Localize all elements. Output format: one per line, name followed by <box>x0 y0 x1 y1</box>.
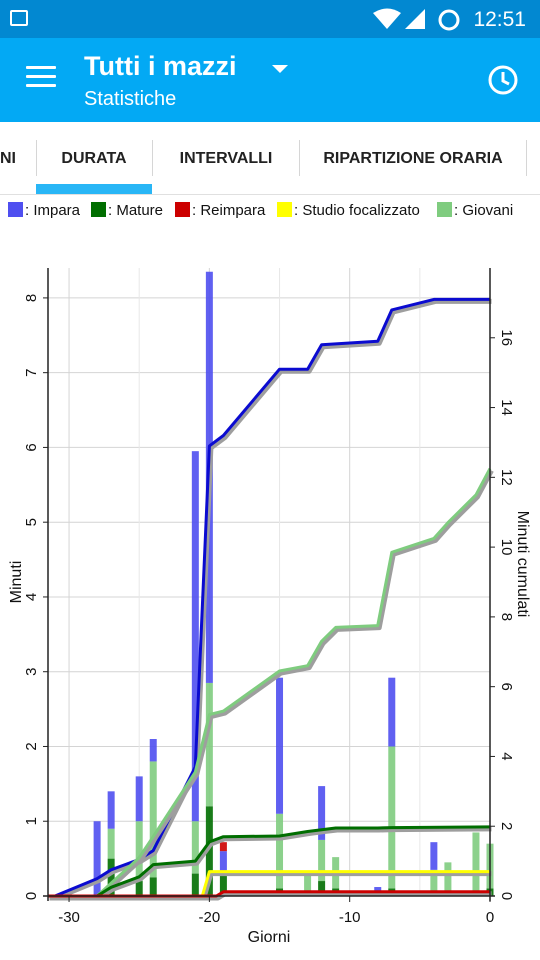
y2-tick-label: 14 <box>498 399 515 416</box>
x-tick-label: -10 <box>339 909 361 926</box>
y2-tick-label: 16 <box>498 329 515 346</box>
y-tick-label: 1 <box>23 817 40 825</box>
y2-tick-label: 10 <box>498 539 515 556</box>
tab-intervalli[interactable]: INTERVALLI <box>179 150 273 167</box>
bar-giovani <box>318 839 326 882</box>
series-shadow-impara <box>55 298 492 901</box>
bar-mature <box>107 858 115 896</box>
bar-impara <box>219 851 227 874</box>
bar-impara <box>388 677 396 747</box>
bar-mature <box>149 877 157 896</box>
series-shadow-giovani <box>96 469 494 900</box>
y-tick-label: 8 <box>23 294 40 302</box>
bar-giovani <box>444 862 452 896</box>
bar-impara <box>149 739 157 762</box>
series-line-giovani <box>96 467 492 898</box>
y-tick-label: 4 <box>23 593 40 601</box>
legend-item-reimpara: : Reimpara <box>175 202 265 219</box>
menu-icon[interactable] <box>26 66 56 90</box>
battery-ring-icon <box>438 9 460 31</box>
bar-impara <box>135 776 143 822</box>
tab-ripartizione-oraria[interactable]: RIPARTIZIONE ORARIA <box>323 150 503 167</box>
y2-tick-label: 2 <box>498 822 515 830</box>
y-tick-label: 6 <box>23 443 40 451</box>
bar-reimpara <box>219 842 227 852</box>
wifi-icon <box>373 8 401 29</box>
bar-mature <box>135 881 143 896</box>
page-subtitle: Statistiche <box>84 88 177 110</box>
bar-giovani <box>205 682 213 807</box>
y-axis-label: Minuti <box>8 561 25 604</box>
clock-icon[interactable] <box>487 64 519 96</box>
y-tick-label: 7 <box>23 368 40 376</box>
y-tick-label: 0 <box>23 892 40 900</box>
chart-legend: : Impara : Mature : Reimpara : Studio fo… <box>0 200 540 224</box>
app-bar: Tutti i mazzi Statistiche <box>0 38 540 122</box>
legend-item-giovani: : Giovani <box>437 202 513 219</box>
tab-selected-indicator <box>36 184 152 194</box>
status-time: 12:51 <box>473 8 526 31</box>
bar-giovani <box>472 832 480 893</box>
y-tick-label: 3 <box>23 668 40 676</box>
status-bar: 12:51 <box>0 0 540 38</box>
bar-giovani <box>107 828 115 859</box>
bar-impara <box>191 451 199 822</box>
bar-impara <box>318 786 326 840</box>
x-tick-label: -20 <box>199 909 221 926</box>
tab-durata[interactable]: DURATA <box>61 150 127 167</box>
bar-mature <box>318 881 326 896</box>
y2-tick-label: 6 <box>498 682 515 690</box>
x-tick-label: -30 <box>58 909 80 926</box>
bar-impara <box>430 842 438 870</box>
y2-axis-label: Minuti cumulati <box>514 511 531 618</box>
x-tick-label: 0 <box>486 909 494 926</box>
bar-mature <box>205 806 213 896</box>
signal-icon <box>405 9 425 29</box>
y-tick-label: 5 <box>23 518 40 526</box>
stats-tabs: NI DURATA INTERVALLI RIPARTIZIONE ORARIA <box>0 122 540 195</box>
bar-impara <box>276 677 284 814</box>
series-shadow-mature <box>97 826 492 901</box>
bar-mature <box>191 873 199 896</box>
bar-mature <box>219 873 227 896</box>
bar-giovani <box>304 873 312 893</box>
y2-tick-label: 12 <box>498 469 515 486</box>
legend-item-studio-focalizzato: : Studio focalizzato <box>277 202 420 219</box>
bar-impara <box>93 821 101 896</box>
bar-giovani <box>388 746 396 889</box>
gallery-notification-icon <box>10 10 28 26</box>
bar-impara <box>107 791 115 829</box>
y2-tick-label: 4 <box>498 752 515 760</box>
x-axis-label: Giorni <box>248 929 291 946</box>
y-tick-label: 2 <box>23 742 40 750</box>
series-line-impara <box>54 297 490 898</box>
deck-dropdown-icon[interactable] <box>272 65 288 73</box>
legend-item-impara: : Impara <box>8 202 80 219</box>
bar-giovani <box>276 813 284 889</box>
bar-giovani <box>430 869 438 893</box>
bar-giovani <box>191 821 199 874</box>
page-title[interactable]: Tutti i mazzi <box>84 51 237 81</box>
series-line-mature <box>96 825 491 898</box>
bar-giovani <box>135 821 143 882</box>
legend-item-mature: : Mature <box>91 202 163 219</box>
y2-tick-label: 8 <box>498 613 515 621</box>
tab-previous-partial[interactable]: NI <box>0 150 16 167</box>
y2-tick-label: 0 <box>498 892 515 900</box>
bar-giovani <box>149 761 157 878</box>
